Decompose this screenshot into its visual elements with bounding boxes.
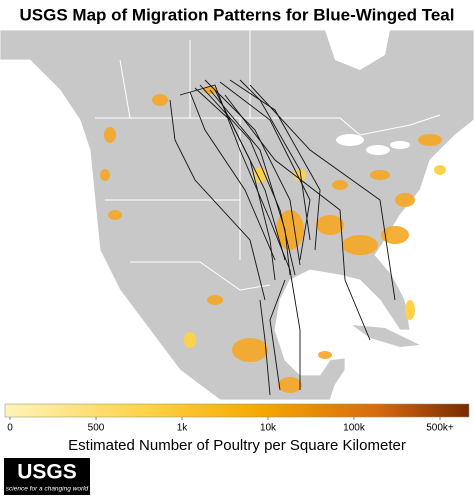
migration-routes [169,79,396,396]
logo: USGS science for a changing world [4,458,90,495]
colorbar-ticks: 0 500 1k 10k 100k 500k+ [7,417,454,434]
colorbar-tick-label: 1k [177,423,189,434]
title: USGS Map of Migration Patterns for Blue-… [20,5,455,24]
logo-name: USGS [17,461,77,484]
colorbar-tick-label: 500k+ [426,423,454,434]
colorbar-tick-label: 10k [260,423,277,434]
colorbar [4,403,470,418]
poultry-density [100,86,446,393]
colorbar-tick-label: 100k [343,423,366,434]
colorbar-tick-label: 0 [7,423,13,434]
colorbar-tick-label: 500 [88,423,105,434]
map [0,29,474,401]
logo-tagline: science for a changing world [6,486,89,493]
colorbar-label: Estimated Number of Poultry per Square K… [68,437,406,454]
